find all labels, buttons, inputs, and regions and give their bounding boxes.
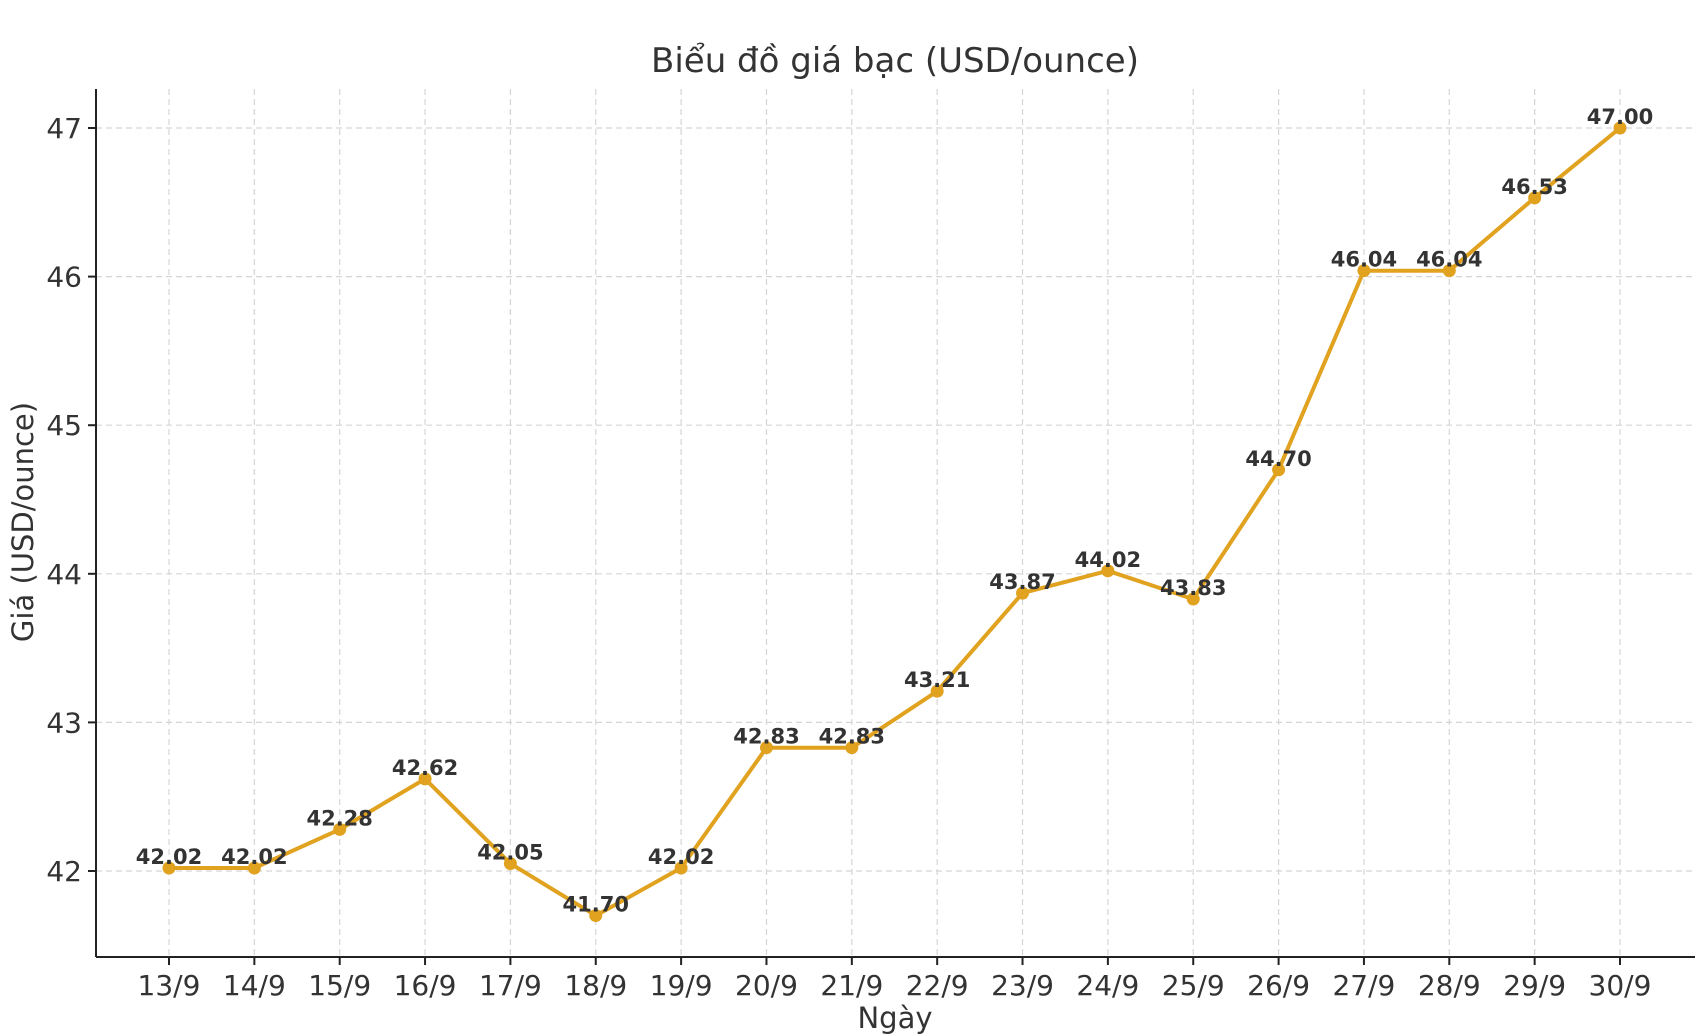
y-axis-label: Giá (USD/ounce) bbox=[6, 402, 40, 642]
x-tick-label: 29/9 bbox=[1503, 969, 1566, 1002]
data-label: 41.70 bbox=[563, 893, 629, 917]
data-point bbox=[930, 684, 944, 698]
y-tick-label: 45 bbox=[46, 409, 82, 442]
data-point bbox=[1101, 564, 1115, 578]
x-tick-label: 21/9 bbox=[820, 969, 883, 1002]
grid bbox=[96, 89, 1695, 957]
x-axis-label: Ngày bbox=[857, 1001, 932, 1035]
x-tick-label: 18/9 bbox=[564, 969, 627, 1002]
x-tick-label: 19/9 bbox=[650, 969, 713, 1002]
data-series bbox=[162, 121, 1627, 923]
x-tick-label: 27/9 bbox=[1332, 969, 1395, 1002]
chart-title: Biểu đồ giá bạc (USD/ounce) bbox=[651, 41, 1139, 81]
data-label: 42.02 bbox=[221, 845, 287, 869]
data-point bbox=[503, 857, 517, 871]
x-tick-label: 24/9 bbox=[1076, 969, 1139, 1002]
y-tick-label: 47 bbox=[46, 112, 82, 145]
data-label: 42.62 bbox=[392, 756, 458, 780]
x-tick-label: 25/9 bbox=[1162, 969, 1225, 1002]
data-point bbox=[1186, 592, 1200, 606]
data-point bbox=[589, 909, 603, 923]
data-point bbox=[1528, 191, 1542, 205]
x-tick-label: 15/9 bbox=[308, 969, 371, 1002]
data-point bbox=[1613, 121, 1627, 135]
x-tick-label: 26/9 bbox=[1247, 969, 1310, 1002]
y-tick-label: 42 bbox=[46, 855, 82, 888]
x-tick-label: 23/9 bbox=[991, 969, 1054, 1002]
x-tick-label: 17/9 bbox=[479, 969, 542, 1002]
axes bbox=[95, 89, 1695, 958]
data-label: 42.83 bbox=[819, 725, 885, 749]
data-label: 44.02 bbox=[1075, 548, 1141, 572]
data-label: 42.83 bbox=[733, 725, 799, 749]
x-tick-label: 14/9 bbox=[223, 969, 286, 1002]
data-label: 46.53 bbox=[1501, 175, 1567, 199]
data-point bbox=[845, 741, 859, 755]
data-point bbox=[1272, 463, 1286, 477]
data-label: 43.87 bbox=[989, 570, 1055, 594]
data-point bbox=[674, 861, 688, 875]
data-point bbox=[1357, 264, 1371, 278]
data-label: 47.00 bbox=[1587, 105, 1653, 129]
x-tick-label: 16/9 bbox=[394, 969, 457, 1002]
data-point bbox=[1016, 586, 1030, 600]
data-label: 43.83 bbox=[1160, 576, 1226, 600]
data-point bbox=[333, 822, 347, 836]
axis-ticks: 42 43 44 45 46 47 13/9 14/9 15/9 16/9 17/9 18/9 19/9… bbox=[46, 112, 1651, 1002]
x-tick-label: 13/9 bbox=[138, 969, 201, 1002]
data-label: 46.04 bbox=[1416, 248, 1482, 272]
data-point bbox=[1442, 264, 1456, 278]
data-label: 42.28 bbox=[306, 806, 372, 830]
series-line bbox=[167, 126, 1622, 918]
data-labels: 42.02 42.02 42.28 42.62 42.05 41.70 42.02 42.83… bbox=[136, 105, 1653, 917]
y-tick-label: 44 bbox=[46, 558, 82, 591]
data-point bbox=[247, 861, 261, 875]
y-tick-label: 46 bbox=[46, 261, 82, 294]
data-point bbox=[162, 861, 176, 875]
data-point bbox=[759, 741, 773, 755]
x-tick-label: 30/9 bbox=[1589, 969, 1652, 1002]
data-label: 44.70 bbox=[1245, 447, 1311, 471]
x-tick-label: 28/9 bbox=[1418, 969, 1481, 1002]
x-tick-label: 20/9 bbox=[735, 969, 798, 1002]
data-label: 42.05 bbox=[477, 841, 543, 865]
x-tick-label: 22/9 bbox=[906, 969, 969, 1002]
data-label: 43.21 bbox=[904, 668, 970, 692]
data-label: 42.02 bbox=[136, 845, 202, 869]
data-label: 42.02 bbox=[648, 845, 714, 869]
y-tick-label: 43 bbox=[46, 706, 82, 739]
data-label: 46.04 bbox=[1331, 248, 1397, 272]
data-point bbox=[418, 772, 432, 786]
